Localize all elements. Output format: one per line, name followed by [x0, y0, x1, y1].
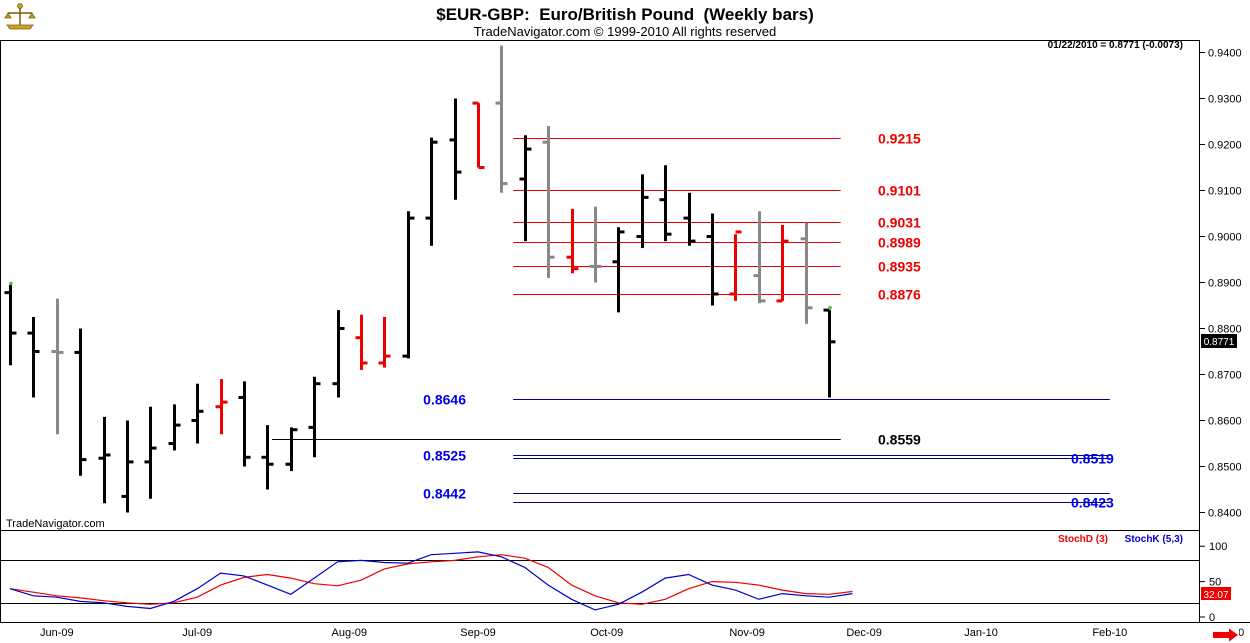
stoch-tick-label: 0 — [1209, 612, 1215, 624]
ohlc-bar — [776, 225, 789, 303]
ohlc-bar — [729, 230, 742, 301]
price-axis: 0.9400 0.9300 0.9200 0.9100 0.9000 0.8900 0.88… — [1200, 48, 1242, 520]
price-tick-label: 0.8500 — [1208, 462, 1242, 474]
ohlc-bar — [98, 416, 111, 504]
logo-icon — [4, 3, 36, 30]
ohlc-bar — [800, 222, 813, 324]
last-price-tag-text: 0.8771 — [1204, 337, 1235, 348]
level-lines: 0.9215 0.9101 0.9031 0.8989 0.8935 0.8876 0.86… — [272, 131, 1114, 511]
time-axis: Jun-09 Jul-09 Aug-09 Sep-09 Oct-09 Nov-09 Dec-… — [40, 627, 1244, 639]
ohlc-bar — [823, 308, 836, 398]
price-tick-label: 0.9000 — [1208, 232, 1242, 244]
last-value-readout: 01/22/2010 = 0.8771 (-0.0073) — [1048, 40, 1183, 51]
ohlc-bar — [566, 208, 579, 274]
ohlc-bar — [589, 206, 602, 283]
time-tick-label: Dec-09 — [846, 627, 881, 639]
level-label: 0.9101 — [878, 183, 921, 199]
time-tick-label: Jan-10 — [964, 627, 998, 639]
legend-stoch-d: StochD (3) — [1058, 534, 1108, 545]
level-label: 0.9031 — [878, 215, 921, 231]
ohlc-bar — [74, 328, 87, 476]
chart-subtitle: TradeNavigator.com © 1999-2010 All right… — [474, 24, 776, 39]
oscillator-lines — [9, 551, 853, 611]
scroll-right-icon[interactable] — [1209, 628, 1239, 642]
level-label: 0.8989 — [878, 235, 921, 251]
ohlc-bar — [753, 211, 766, 304]
price-tick-label: 0.9200 — [1208, 140, 1242, 152]
ohlc-bar — [355, 314, 368, 370]
ohlc-bar — [449, 98, 462, 200]
ohlc-bar — [659, 165, 672, 242]
ohlc-bar — [542, 126, 555, 278]
level-label: 0.8525 — [423, 448, 466, 464]
level-label: 0.9215 — [878, 131, 921, 147]
ohlc-bar — [27, 317, 40, 398]
ohlc-bar — [425, 137, 438, 246]
ohlc-bar — [683, 192, 696, 246]
stoch-d-line — [9, 554, 853, 605]
time-tick-label: Oct-09 — [590, 627, 623, 639]
watermark: TradeNavigator.com — [6, 518, 105, 530]
oscillator-axis: 100 50 0 — [1, 541, 1227, 624]
level-label: 0.8559 — [878, 432, 921, 448]
ohlc-bar — [706, 213, 719, 306]
price-tick-label: 0.9400 — [1208, 48, 1242, 60]
price-tick-label: 0.8400 — [1208, 508, 1242, 520]
stoch-tick-label: 100 — [1209, 541, 1227, 553]
price-tick-label: 0.8900 — [1208, 278, 1242, 290]
time-tick-label: Aug-09 — [332, 627, 367, 639]
ohlc-bar — [636, 174, 649, 248]
chart-title: $EUR-GBP: Euro/British Pound (Weekly bar… — [436, 5, 814, 24]
ohlc-bar — [285, 427, 298, 472]
last-price-tag: 0.8771 — [1201, 334, 1237, 348]
ohlc-bar — [51, 298, 64, 435]
time-tick-label: Sep-09 — [460, 627, 495, 639]
legend-stoch-k: StochK (5,3) — [1125, 534, 1183, 545]
stoch-tick-label: 50 — [1209, 577, 1221, 589]
ohlc-bar — [378, 317, 391, 368]
price-tick-label: 0.8700 — [1208, 370, 1242, 382]
signal-dot — [828, 306, 832, 310]
time-tick-label: Jun-09 — [40, 627, 74, 639]
ohlc-bar — [4, 284, 17, 366]
price-bars — [4, 45, 836, 513]
ohlc-bar — [308, 376, 321, 458]
ohlc-bar — [144, 406, 157, 499]
oscillator-panel — [0, 530, 1200, 623]
stoch-k-line — [9, 551, 853, 611]
level-label: 0.8442 — [423, 486, 466, 502]
main-panel — [0, 40, 1200, 531]
stoch-last-tag-text: 32.07 — [1203, 590, 1228, 601]
level-label: 0.8876 — [878, 287, 921, 303]
price-tick-label: 0.9100 — [1208, 186, 1242, 198]
ohlc-bar — [402, 211, 415, 359]
ohlc-bar — [472, 101, 485, 169]
time-tick-label: Feb-10 — [1092, 627, 1127, 639]
ohlc-bar — [612, 227, 625, 313]
time-tick-label: Jul-09 — [182, 627, 212, 639]
ohlc-bar — [121, 420, 134, 513]
level-label: 0.8519 — [1071, 451, 1114, 467]
ohlc-bar — [495, 45, 508, 193]
ohlc-bar — [168, 404, 181, 451]
time-tick-label: Nov-09 — [729, 627, 764, 639]
price-tick-label: 0.8600 — [1208, 416, 1242, 428]
stoch-last-tag: 32.07 — [1201, 587, 1231, 601]
price-tick-label: 0.9300 — [1208, 94, 1242, 106]
price-tick-label: 0.8800 — [1208, 324, 1242, 336]
level-label: 0.8423 — [1071, 495, 1114, 511]
ohlc-bar — [332, 310, 345, 398]
signal-dot — [9, 281, 13, 286]
level-label: 0.8935 — [878, 259, 921, 275]
ohlc-bar — [519, 135, 532, 242]
ohlc-bar — [238, 381, 251, 467]
ohlc-bar — [215, 379, 228, 435]
ohlc-bar — [191, 383, 204, 444]
ohlc-bar — [261, 425, 274, 490]
level-label: 0.8646 — [423, 392, 466, 408]
